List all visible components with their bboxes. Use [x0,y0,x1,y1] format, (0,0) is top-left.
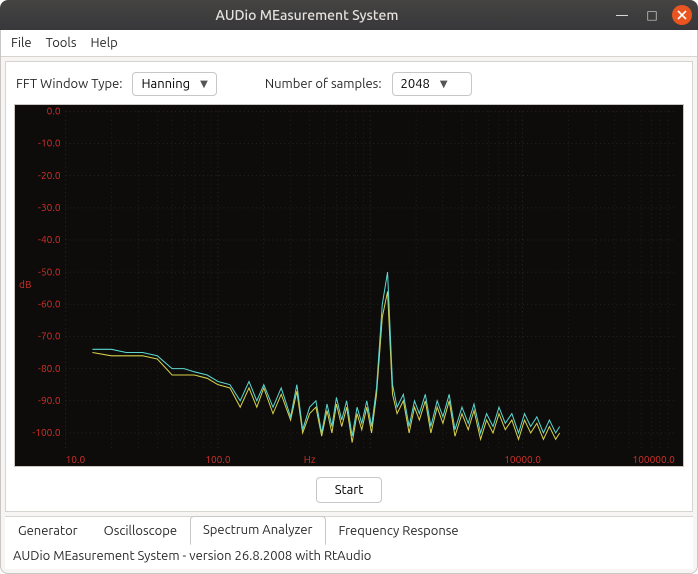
svg-text:-10.0: -10.0 [38,136,61,148]
tab-frequency-response[interactable]: Frequency Response [326,517,472,545]
fft-window-value: Hanning [141,77,190,91]
svg-text:-70.0: -70.0 [38,329,61,341]
menu-help[interactable]: Help [90,36,117,50]
window-title: AUDio MEasurement System [12,7,602,23]
menu-tools[interactable]: Tools [46,36,77,50]
fft-window-label: FFT Window Type: [16,77,122,91]
window-minimize-button[interactable]: — [612,5,632,25]
samples-value: 2048 [401,77,430,91]
close-icon [677,10,687,20]
fft-window-select[interactable]: Hanning ▼ [132,72,216,96]
tab-generator[interactable]: Generator [5,517,91,545]
svg-text:Hz: Hz [304,453,316,465]
tab-spectrum-analyzer[interactable]: Spectrum Analyzer [190,516,326,545]
chevron-down-icon: ▼ [440,78,448,90]
samples-label: Number of samples: [265,77,382,91]
window-titlebar: AUDio MEasurement System — □ [0,0,698,30]
svg-text:-50.0: -50.0 [38,265,61,277]
svg-text:100.0: 100.0 [205,453,230,465]
svg-text:-20.0: -20.0 [38,169,61,181]
menu-file[interactable]: File [11,36,32,50]
samples-select[interactable]: 2048 ▼ [392,72,472,96]
tab-oscilloscope[interactable]: Oscilloscope [91,517,190,545]
window-close-button[interactable] [672,5,692,25]
svg-text:-100.0: -100.0 [32,426,60,438]
chevron-down-icon: ▼ [200,78,208,90]
spectrum-plot: 0.0 -10.0 -20.0 -30.0 -40.0 -50.0 -60.0 -70.0 -8… [14,104,684,467]
svg-text:10000.0: 10000.0 [504,453,541,465]
svg-text:dB: dB [19,278,32,290]
start-button[interactable]: Start [316,477,383,503]
svg-text:-40.0: -40.0 [38,233,61,245]
window-maximize-button[interactable]: □ [642,5,662,25]
svg-text:100000.0: 100000.0 [633,453,676,465]
svg-text:0.0: 0.0 [47,105,61,117]
svg-text:-90.0: -90.0 [38,394,61,406]
svg-text:-30.0: -30.0 [38,201,61,213]
toolbar: FFT Window Type: Hanning ▼ Number of sam… [12,70,686,104]
menubar: File Tools Help [1,30,697,57]
svg-text:10.0: 10.0 [66,453,86,465]
svg-text:-80.0: -80.0 [38,362,61,374]
status-bar: AUDio MEasurement System - version 26.8.… [5,545,693,569]
svg-text:-60.0: -60.0 [38,297,61,309]
tab-bar: GeneratorOscilloscopeSpectrum AnalyzerFr… [5,516,693,545]
